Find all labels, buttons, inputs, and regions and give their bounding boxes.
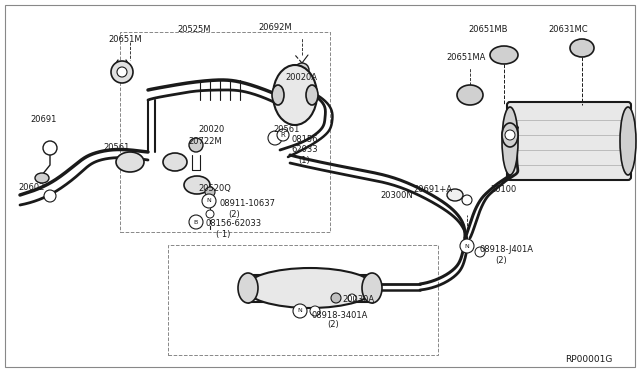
Text: 08918-J401A: 08918-J401A [480,246,534,254]
Text: RP00001G: RP00001G [565,356,612,365]
Ellipse shape [184,176,210,194]
Bar [168,245,438,355]
Text: 08918-3401A: 08918-3401A [312,311,369,320]
Text: 20020A: 20020A [285,74,317,83]
Circle shape [475,247,485,257]
Text: 20100: 20100 [490,186,516,195]
Bar [120,32,330,232]
Circle shape [310,306,320,316]
Text: 20722M: 20722M [188,138,221,147]
Circle shape [505,130,515,140]
Text: 20561: 20561 [273,125,300,135]
Circle shape [206,210,214,218]
Text: 20691: 20691 [30,115,56,125]
Text: 62033: 62033 [291,145,317,154]
Ellipse shape [238,273,258,303]
Text: 20030A: 20030A [342,295,374,305]
Circle shape [277,129,289,141]
Text: B: B [194,219,198,224]
Text: 20631MC: 20631MC [548,26,588,35]
Text: R: R [280,132,285,138]
Circle shape [189,215,203,229]
Ellipse shape [502,123,518,147]
Text: 20525M: 20525M [177,26,211,35]
Circle shape [189,138,203,152]
Circle shape [202,194,216,208]
Text: (2): (2) [327,321,339,330]
Text: 20651MA: 20651MA [446,52,485,61]
Text: 20692M: 20692M [258,23,292,32]
Text: 20651M: 20651M [108,35,141,45]
Circle shape [268,131,282,145]
Text: 08156-62033: 08156-62033 [206,219,262,228]
Circle shape [117,67,127,77]
Text: (2): (2) [228,209,240,218]
Ellipse shape [306,85,318,105]
Circle shape [111,61,133,83]
Ellipse shape [447,189,463,201]
Ellipse shape [116,152,144,172]
Text: (2): (2) [495,256,507,264]
Text: ( 1): ( 1) [216,230,230,238]
Circle shape [331,293,341,303]
Text: 08156-: 08156- [291,135,321,144]
Text: 08911-10637: 08911-10637 [220,199,276,208]
Ellipse shape [457,85,483,105]
Ellipse shape [362,273,382,303]
Ellipse shape [245,268,375,308]
Text: 20520Q: 20520Q [198,183,231,192]
Text: 20300N: 20300N [380,192,413,201]
Ellipse shape [502,107,518,175]
Ellipse shape [163,153,187,171]
Ellipse shape [490,46,518,64]
Text: N: N [298,308,302,314]
Text: 20561: 20561 [103,142,129,151]
Text: 20691+A: 20691+A [413,186,452,195]
Circle shape [293,304,307,318]
Ellipse shape [570,39,594,57]
Circle shape [462,195,472,205]
Circle shape [460,239,474,253]
Ellipse shape [273,65,317,125]
Ellipse shape [620,107,636,175]
Text: 20020: 20020 [198,125,224,135]
Circle shape [205,187,215,197]
Text: 20651MB: 20651MB [468,26,508,35]
Text: N: N [465,244,469,248]
Text: 20602: 20602 [18,183,44,192]
Circle shape [43,141,57,155]
Ellipse shape [35,173,49,183]
Ellipse shape [272,85,284,105]
Circle shape [206,198,214,206]
Circle shape [44,190,56,202]
FancyBboxPatch shape [507,102,631,180]
Text: N: N [207,199,211,203]
Text: (1): (1) [298,155,310,164]
Circle shape [348,294,356,302]
Circle shape [295,63,309,77]
